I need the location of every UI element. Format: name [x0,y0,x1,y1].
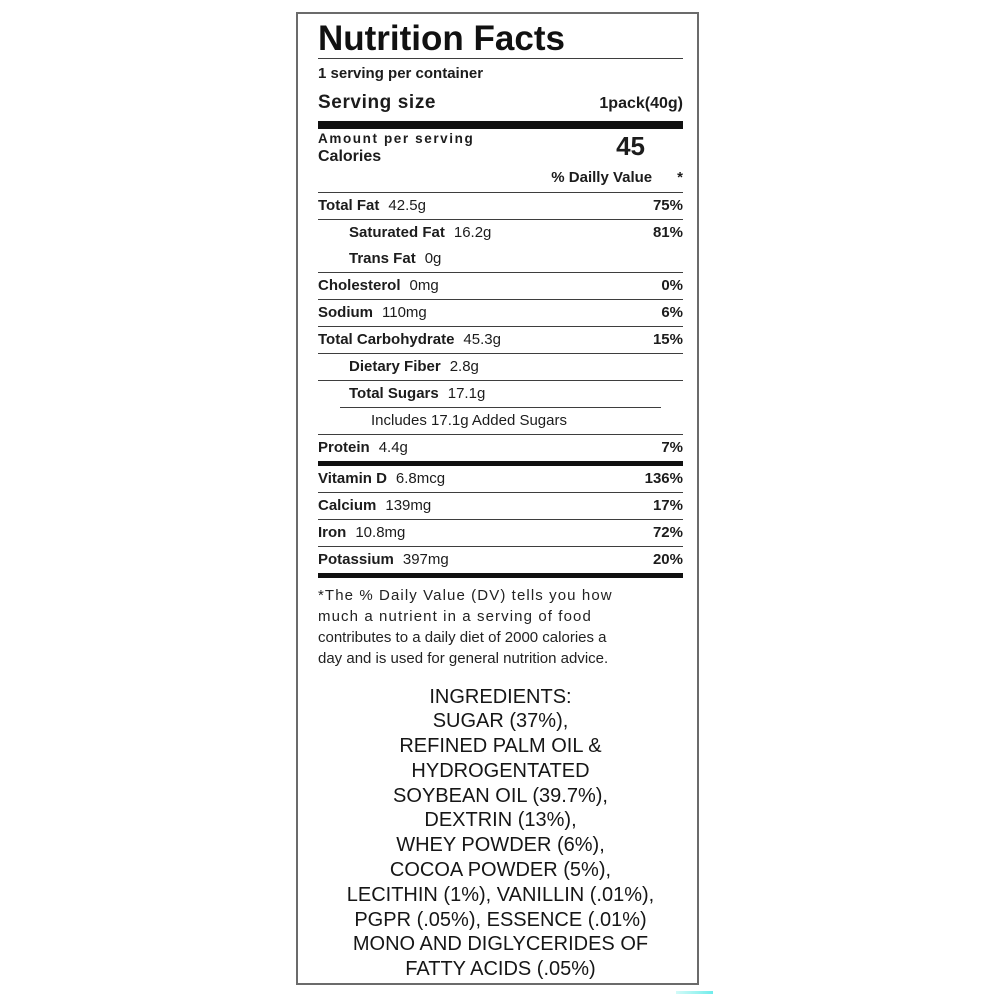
vitamin-row-iron: Iron 10.8mg 72% [318,520,683,547]
nutrient-name: Dietary Fiber [349,357,441,375]
ingredient-line: SUGAR (37%), [432,710,569,733]
divider-medium-bar [318,460,683,466]
nutrient-row-total-carbohydrate: Total Carbohydrate 45.3g 15% [318,327,683,354]
ingredient-line: WHEY POWDER (6%), [396,834,605,857]
nutrient-dv: 6% [661,303,683,321]
nutrient-amount: 45.3g [463,330,501,348]
ingredients-heading: INGREDIENTS: [429,685,572,708]
calories-left-block: Amount per serving Calories [318,131,475,165]
nutrient-row-sodium: Sodium 110mg 6% [318,300,683,327]
daily-value-asterisk: * [677,168,683,186]
divider-medium-bar [318,572,683,578]
nutrient-row-added-sugars: Includes 17.1g Added Sugars [318,408,683,435]
nutrient-name: Total Fat [318,196,380,214]
nutrient-amount: 0g [424,249,442,267]
nutrient-name: Cholesterol [318,276,401,294]
nutrient-dv: 0% [661,276,683,294]
vitamin-name: Potassium [318,550,394,568]
vitamin-row-calcium: Calcium 139mg 17% [318,493,683,520]
daily-value-header-text: % Dailly Value [551,168,653,186]
daily-value-header-row: % Dailly Value * [318,168,683,192]
nutrient-name: Trans Fat [349,249,416,267]
nutrient-amount: 42.5g [388,196,426,214]
vitamin-dv: 136% [644,469,683,487]
label-title: Nutrition Facts [318,19,565,58]
nutrient-row-dietary-fiber: Dietary Fiber 2.8g [318,354,683,381]
calories-value: 45 [616,131,645,161]
ingredient-line: PGPR (.05%), ESSENCE (.01%) [354,908,647,931]
label-content: Nutrition Facts 1 serving per container … [318,20,683,982]
nutrient-row-total-fat: Total Fat 42.5g 75% [318,193,683,220]
nutrient-name: Total Sugars [349,384,439,402]
nutrient-dv: 7% [661,438,683,456]
nutrient-amount: 17.1g [447,384,486,402]
serving-size-label: Serving size [318,92,437,113]
servings-per-container: 1 serving per container [318,65,484,82]
vitamin-amount: 10.8mg [355,523,406,541]
vitamin-name: Iron [318,523,347,541]
nutrient-dv: 81% [652,223,683,241]
ingredient-line: DEXTRIN (13%), [424,809,577,832]
nutrient-row-protein: Protein 4.4g 7% [318,435,683,461]
vitamin-dv: 72% [652,523,683,541]
vitamin-dv: 20% [652,550,683,568]
vitamin-amount: 6.8mcg [395,469,446,487]
divider-hairline-partial [340,406,661,408]
vitamin-amount: 397mg [402,550,449,568]
nutrient-name: Includes 17.1g Added Sugars [371,411,567,429]
nutrient-name: Saturated Fat [349,223,445,241]
nutrient-amount: 4.4g [378,438,408,456]
nutrient-row-cholesterol: Cholesterol 0mg 0% [318,273,683,300]
divider-hairline [318,191,683,193]
amount-per-serving-label: Amount per serving [318,131,475,146]
divider-hairline [318,58,683,59]
vitamin-name: Vitamin D [318,469,387,487]
nutrient-amount: 110mg [382,303,427,321]
nutrient-dv: 75% [652,196,683,214]
ingredient-line: MONO AND DIGLYCERIDES OF [352,933,649,956]
daily-value-footnote: *The % Daily Value (DV) tells you how mu… [318,578,683,675]
nutrient-amount: 16.2g [453,223,492,241]
footnote-line: much a nutrient in a serving of food [318,607,592,625]
calories-label: Calories [318,147,382,165]
ingredient-line: REFINED PALM OIL & [399,735,602,758]
vitamin-row-vitamin-d: Vitamin D 6.8mcg 136% [318,466,683,493]
vitamin-dv: 17% [652,496,683,514]
watermark-artifact [676,991,713,994]
ingredients-list: INGREDIENTS: SUGAR (37%), REFINED PALM O… [318,675,683,983]
ingredient-line: SOYBEAN OIL (39.7%), [393,784,608,807]
nutrient-name: Total Carbohydrate [318,330,455,348]
vitamin-amount: 139mg [385,496,432,514]
calories-row: Amount per serving Calories 45 [318,129,683,165]
nutrient-row-total-sugars: Total Sugars 17.1g [318,381,683,407]
nutrient-amount: 0mg [409,276,439,294]
ingredient-line: LECITHIN (1%), VANILLIN (.01%), [346,883,655,906]
nutrient-row-trans-fat: Trans Fat 0g [318,246,683,273]
ingredient-line: FATTY ACIDS (.05%) [405,958,596,981]
nutrient-amount: 2.8g [449,357,479,375]
footnote-line: day and is used for general nutrition ad… [318,649,609,667]
ingredient-line: HYDROGENTATED [411,759,590,782]
nutrient-dv: 15% [652,330,683,348]
nutrient-name: Protein [318,438,370,456]
serving-size-row: Serving size 1pack(40g) [318,88,683,121]
vitamin-name: Calcium [318,496,377,514]
nutrient-row-saturated-fat: Saturated Fat 16.2g 81% [318,220,683,246]
divider-thick-bar [318,121,683,129]
footnote-line: *The % Daily Value (DV) tells you how [318,586,613,604]
vitamin-row-potassium: Potassium 397mg 20% [318,547,683,573]
footnote-line: contributes to a daily diet of 2000 calo… [318,628,607,646]
nutrition-facts-label: Nutrition Facts 1 serving per container … [296,12,699,985]
ingredient-line: COCOA POWDER (5%), [389,859,612,882]
serving-size-value: 1pack(40g) [599,95,683,112]
nutrient-name: Sodium [318,303,373,321]
